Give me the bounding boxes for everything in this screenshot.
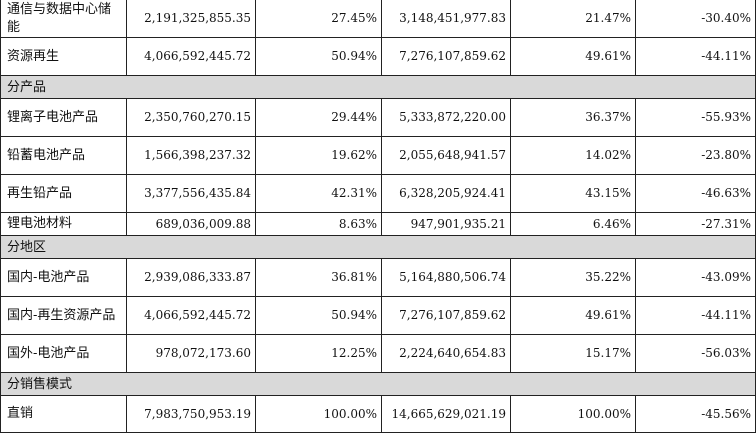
current-revenue-cell: 4,066,592,445.72 — [126, 37, 256, 76]
current-share-cell: 36.81% — [255, 258, 382, 297]
prior-share-cell: 49.61% — [510, 296, 636, 335]
section-label: 分地区 — [0, 235, 756, 259]
yoy-change-cell: -44.11% — [635, 296, 756, 335]
yoy-change-cell: -55.93% — [635, 98, 756, 137]
current-revenue-cell: 3,377,556,435.84 — [126, 174, 256, 213]
current-revenue-cell: 689,036,009.88 — [126, 212, 256, 236]
prior-revenue-cell: 5,333,872,220.00 — [381, 98, 511, 137]
prior-share-cell: 14.02% — [510, 136, 636, 175]
yoy-change-cell: -45.56% — [635, 395, 756, 433]
prior-revenue-cell: 7,276,107,859.62 — [381, 296, 511, 335]
yoy-change-cell: -30.40% — [635, 0, 756, 38]
prior-share-cell: 49.61% — [510, 37, 636, 76]
yoy-change-cell: -23.80% — [635, 136, 756, 175]
section-label: 分销售模式 — [0, 372, 756, 396]
item-name-cell: 再生铅产品 — [0, 174, 127, 213]
prior-revenue-cell: 5,164,880,506.74 — [381, 258, 511, 297]
current-share-cell: 12.25% — [255, 334, 382, 373]
prior-share-cell: 35.22% — [510, 258, 636, 297]
yoy-change-cell: -56.03% — [635, 334, 756, 373]
current-revenue-cell: 2,939,086,333.87 — [126, 258, 256, 297]
item-name-cell: 通信与数据中心储能 — [0, 0, 127, 38]
table-row: 铅蓄电池产品 1,566,398,237.32 19.62% 2,055,648,94… — [0, 136, 756, 175]
current-share-cell: 50.94% — [255, 296, 382, 335]
current-revenue-cell: 2,350,760,270.15 — [126, 98, 256, 137]
current-share-cell: 50.94% — [255, 37, 382, 76]
prior-share-cell: 36.37% — [510, 98, 636, 137]
prior-share-cell: 100.00% — [510, 395, 636, 433]
item-name-cell: 资源再生 — [0, 37, 127, 76]
item-name-cell: 直销 — [0, 395, 127, 433]
current-share-cell: 29.44% — [255, 98, 382, 137]
prior-revenue-cell: 6,328,205,924.41 — [381, 174, 511, 213]
yoy-change-cell: -46.63% — [635, 174, 756, 213]
prior-revenue-cell: 3,148,451,977.83 — [381, 0, 511, 38]
prior-revenue-cell: 947,901,935.21 — [381, 212, 511, 236]
current-share-cell: 19.62% — [255, 136, 382, 175]
item-name-cell: 锂离子电池产品 — [0, 98, 127, 137]
item-name-cell: 国外-电池产品 — [0, 334, 127, 373]
current-revenue-cell: 2,191,325,855.35 — [126, 0, 256, 38]
table-row: 国内-电池产品 2,939,086,333.87 36.81% 5,164,880,5… — [0, 258, 756, 297]
current-revenue-cell: 4,066,592,445.72 — [126, 296, 256, 335]
table-row: 通信与数据中心储能 2,191,325,855.35 27.45% 3,148,451… — [0, 0, 756, 38]
prior-revenue-cell: 2,055,648,941.57 — [381, 136, 511, 175]
yoy-change-cell: -44.11% — [635, 37, 756, 76]
current-share-cell: 8.63% — [255, 212, 382, 236]
table-row: 国外-电池产品 978,072,173.60 12.25% 2,224,640,654… — [0, 334, 756, 373]
table-row: 锂电池材料 689,036,009.88 8.63% 947,901,935.21 6.… — [0, 212, 756, 236]
current-share-cell: 42.31% — [255, 174, 382, 213]
item-name-cell: 铅蓄电池产品 — [0, 136, 127, 175]
section-header-row: 分销售模式 — [0, 372, 756, 396]
item-name-cell: 国内-电池产品 — [0, 258, 127, 297]
section-header-row: 分地区 — [0, 235, 756, 259]
current-revenue-cell: 1,566,398,237.32 — [126, 136, 256, 175]
prior-share-cell: 6.46% — [510, 212, 636, 236]
prior-revenue-cell: 7,276,107,859.62 — [381, 37, 511, 76]
table-row: 国内-再生资源产品 4,066,592,445.72 50.94% 7,276,107… — [0, 296, 756, 335]
current-share-cell: 100.00% — [255, 395, 382, 433]
table-row: 资源再生 4,066,592,445.72 50.94% 7,276,107,859.… — [0, 37, 756, 76]
table-row: 再生铅产品 3,377,556,435.84 42.31% 6,328,205,924… — [0, 174, 756, 213]
table-row: 直销 7,983,750,953.19 100.00% 14,665,629,021.… — [0, 395, 756, 433]
yoy-change-cell: -43.09% — [635, 258, 756, 297]
prior-share-cell: 15.17% — [510, 334, 636, 373]
current-share-cell: 27.45% — [255, 0, 382, 38]
prior-share-cell: 43.15% — [510, 174, 636, 213]
yoy-change-cell: -27.31% — [635, 212, 756, 236]
section-header-row: 分产品 — [0, 75, 756, 99]
current-revenue-cell: 978,072,173.60 — [126, 334, 256, 373]
section-label: 分产品 — [0, 75, 756, 99]
item-name-cell: 国内-再生资源产品 — [0, 296, 127, 335]
prior-revenue-cell: 2,224,640,654.83 — [381, 334, 511, 373]
current-revenue-cell: 7,983,750,953.19 — [126, 395, 256, 433]
prior-share-cell: 21.47% — [510, 0, 636, 38]
item-name-cell: 锂电池材料 — [0, 212, 127, 236]
prior-revenue-cell: 14,665,629,021.19 — [381, 395, 511, 433]
table-row: 锂离子电池产品 2,350,760,270.15 29.44% 5,333,872,2… — [0, 98, 756, 137]
